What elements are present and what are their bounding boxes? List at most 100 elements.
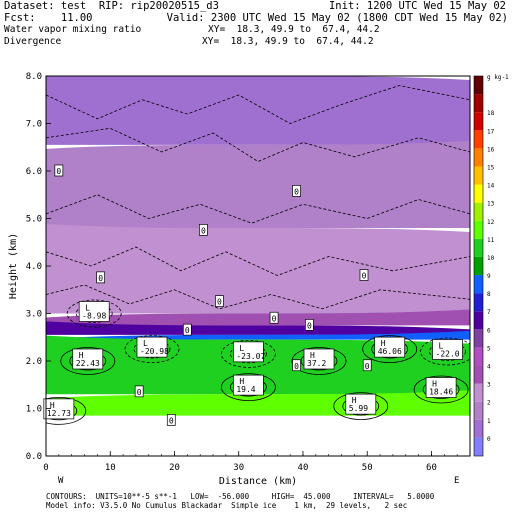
- y-tick-label: 7.0: [26, 120, 42, 130]
- divergence-contour-line: [46, 85, 470, 124]
- contour-label-box: [199, 224, 208, 236]
- contour-label: 0: [272, 314, 277, 323]
- y-tick-label: 6.0: [26, 167, 42, 177]
- x-axis: 0 10 20 30 40 50 60: [43, 451, 471, 473]
- extremum-label-box: [432, 339, 463, 360]
- moisture-fill-layers: [46, 76, 470, 456]
- y-tick-label: 0.0: [26, 452, 42, 462]
- extremum-value: 22.43: [76, 359, 100, 368]
- extremum-type: H: [79, 351, 84, 360]
- x-tick-label: 60: [426, 463, 437, 473]
- x-tick-label: 20: [169, 463, 180, 473]
- extremum-value: 5.99: [349, 404, 368, 413]
- extremum-contour-ring: [220, 373, 276, 402]
- divergence-contour-line: [46, 194, 470, 224]
- contour-label: 0: [362, 272, 367, 281]
- divergence-contour-line: [46, 284, 470, 310]
- x-tick-label: 40: [298, 463, 309, 473]
- colorbar-level-label: 2: [487, 400, 491, 407]
- moisture-layer: [46, 76, 470, 145]
- contour-labels: 0 0 0 0 0 0 0 0 0 0 0 0 0: [54, 164, 372, 426]
- colorbar-swatch: [474, 383, 483, 402]
- colorbar-level-label: 17: [487, 128, 495, 135]
- extremum-value: 18.46: [429, 388, 453, 397]
- y-tick-label: 8.0: [26, 72, 42, 82]
- extremum-contour-ring: [362, 335, 418, 364]
- extremum-contour-ring: [429, 342, 466, 361]
- contour-label: 0: [217, 298, 222, 307]
- y-axis: 0.0 1.0 2.0 3.0 4.0 5.0 6.0 7.0 8.0: [26, 72, 51, 462]
- colorbar-level-label: 6: [487, 327, 491, 334]
- extremum-label-box: [233, 341, 264, 363]
- extremum-type: L: [143, 339, 148, 348]
- divergence-contour-line: [46, 127, 470, 162]
- colorbar-level-label: 3: [487, 382, 491, 389]
- contour-label-box: [54, 164, 64, 177]
- extremum-contour-ring: [60, 347, 116, 375]
- colorbar-swatch: [474, 401, 483, 420]
- below-ground-area: [46, 418, 470, 456]
- colorbar-swatch: [474, 166, 483, 185]
- extremum-label-box: [78, 301, 110, 322]
- colorbar-swatch: [474, 94, 483, 113]
- right-endpoint-label: E: [454, 476, 459, 486]
- colorbar-swatch: [474, 130, 483, 149]
- colorbar-level-label: 11: [487, 237, 495, 244]
- contour-label-box: [359, 269, 369, 281]
- colorbar-level-label: 1: [487, 418, 491, 425]
- colorbar-level-label: 16: [487, 146, 495, 153]
- colorbar-level-label: 8: [487, 291, 491, 298]
- y-tick-label: 4.0: [26, 262, 42, 272]
- extremum-type: L: [85, 304, 90, 313]
- extremum-contour-ring: [420, 337, 470, 366]
- contour-label-box: [134, 385, 144, 398]
- contour-label-box: [182, 323, 192, 336]
- extremum-label-box: [374, 336, 406, 358]
- contour-label: 0: [294, 187, 299, 196]
- extremum-type: H: [352, 396, 357, 405]
- colorbar-level-label: 9: [487, 273, 491, 280]
- extremum-type: H: [50, 401, 55, 410]
- colorbar-swatch: [474, 112, 483, 131]
- contour-label-box: [166, 414, 176, 426]
- cross-section-endpoints-1: XY= 18.3, 49.9 to 67.4, 44.2: [208, 24, 380, 35]
- extremum-contour-ring: [66, 299, 122, 328]
- y-tick-label: 3.0: [26, 310, 42, 320]
- extremum-value: 19.4: [236, 385, 255, 394]
- dataset-label: Dataset: test RIP: rip20020515_d3: [4, 0, 219, 12]
- divergence-contour-line: [46, 246, 470, 276]
- extremum-label-box: [43, 398, 75, 420]
- colorbar-swatch: [474, 347, 483, 366]
- extremum-contour-ring: [229, 344, 267, 364]
- model-info: Model info: V3.5.0 No Cumulus Blackadar …: [46, 501, 408, 510]
- forecast-hour: Fcst: 11.00: [4, 12, 93, 24]
- y-axis-title: Height (km): [8, 233, 19, 299]
- colorbar-level-label: 7: [487, 309, 491, 316]
- contour-label-box: [96, 271, 105, 284]
- contour-label: 0: [201, 226, 206, 235]
- extremum-contour-ring: [220, 339, 276, 368]
- colorbar-level-label: 13: [487, 201, 495, 208]
- colorbar-swatch: [474, 275, 483, 294]
- x-axis-title: Distance (km): [219, 476, 297, 487]
- extremum-contour-ring: [333, 392, 389, 421]
- y-tick-label: 1.0: [26, 405, 42, 415]
- x-tick-label: 30: [233, 463, 244, 473]
- extremum-label-box: [136, 336, 168, 358]
- valid-time: Valid: 2300 UTC Wed 15 May 02 (1800 CDT …: [166, 12, 508, 24]
- moisture-layer: [46, 321, 470, 335]
- contour-label-box: [292, 185, 301, 197]
- extremum-label-box: [72, 348, 104, 370]
- colorbar-frame: [473, 75, 484, 457]
- colorbar-swatch: [474, 365, 483, 384]
- extremum-value: 12.73: [47, 409, 71, 418]
- extremum-value: 46.06: [378, 347, 402, 356]
- x-tick-label: 10: [105, 463, 116, 473]
- colorbar-level-label: 12: [487, 219, 495, 226]
- contour-label: 0: [98, 274, 103, 283]
- extremum-contour-ring: [133, 339, 171, 359]
- colorbar-level-label: 18: [487, 110, 495, 117]
- extremum-contour-ring: [124, 335, 180, 364]
- extremum-label-box: [345, 393, 377, 415]
- extremum-value: -23.07: [236, 352, 265, 361]
